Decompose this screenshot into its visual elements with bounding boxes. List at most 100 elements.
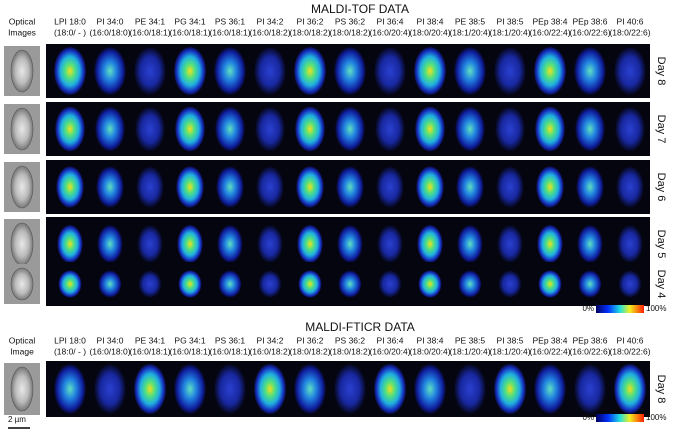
column-composition: (18:0/18:2) bbox=[289, 346, 330, 356]
ms-image bbox=[294, 364, 326, 414]
column-name: PE 34:1 bbox=[135, 16, 166, 26]
ms-image bbox=[214, 364, 246, 414]
optical-label: Optical bbox=[9, 16, 36, 26]
ms-image bbox=[54, 364, 86, 414]
column-composition: (18:1/20:4) bbox=[489, 27, 530, 37]
column-composition: (18:1/20:4) bbox=[489, 346, 530, 356]
ms-image bbox=[374, 47, 406, 95]
column-name: PI 36:2 bbox=[297, 335, 324, 345]
ms-image bbox=[296, 166, 324, 208]
panel-title: MALDI-FTICR DATA bbox=[305, 320, 415, 334]
ms-image bbox=[496, 166, 524, 208]
ms-image bbox=[135, 106, 165, 152]
column-composition: (16:0/22:6) bbox=[569, 27, 610, 37]
column-composition: (18:0/ - ) bbox=[54, 27, 86, 37]
ms-image bbox=[574, 47, 606, 95]
column-name: PE 38:5 bbox=[455, 16, 486, 26]
ms-image bbox=[534, 47, 566, 95]
optical-label: Images bbox=[8, 27, 36, 37]
column-name: PI 38:5 bbox=[497, 16, 524, 26]
column-name: PE 38:5 bbox=[455, 335, 486, 345]
column-name: PS 36:1 bbox=[215, 335, 246, 345]
panel-title: MALDI-TOF DATA bbox=[311, 2, 409, 16]
ms-image bbox=[614, 47, 646, 95]
ms-image bbox=[254, 47, 286, 95]
ms-image bbox=[177, 225, 203, 263]
ms-image bbox=[374, 364, 406, 414]
optical-tissue bbox=[10, 107, 34, 151]
colorbar-max: 100% bbox=[646, 413, 666, 422]
row-label: Day 8 bbox=[655, 57, 667, 86]
ms-image bbox=[338, 270, 362, 298]
ms-image bbox=[456, 166, 484, 208]
column-composition: (16:0/18:1) bbox=[169, 27, 210, 37]
ms-image bbox=[617, 225, 643, 263]
column-name: PI 38:4 bbox=[417, 16, 444, 26]
ms-image bbox=[494, 364, 526, 414]
ms-image bbox=[217, 225, 243, 263]
ms-image bbox=[614, 364, 646, 414]
column-name: PEp 38:6 bbox=[573, 335, 608, 345]
column-name: PI 34:2 bbox=[257, 335, 284, 345]
ms-image bbox=[538, 270, 562, 298]
column-composition: (18:0/18:2) bbox=[289, 27, 330, 37]
column-composition: (16:0/18:2) bbox=[249, 346, 290, 356]
ms-image bbox=[96, 166, 124, 208]
ms-image bbox=[454, 47, 486, 95]
ms-image bbox=[574, 364, 606, 414]
optical-tissue bbox=[10, 165, 34, 209]
ms-image bbox=[94, 47, 126, 95]
ms-image bbox=[414, 364, 446, 414]
ms-image bbox=[58, 270, 82, 298]
ms-image bbox=[98, 270, 122, 298]
ms-image bbox=[56, 166, 84, 208]
ms-image bbox=[134, 364, 166, 414]
column-name: PI 34:2 bbox=[257, 16, 284, 26]
ms-image bbox=[57, 225, 83, 263]
ms-image bbox=[575, 106, 605, 152]
ms-image bbox=[254, 364, 286, 414]
ms-image bbox=[454, 364, 486, 414]
ms-image bbox=[535, 106, 565, 152]
column-name: PI 34:0 bbox=[97, 335, 124, 345]
row-label: Day 6 bbox=[655, 173, 667, 202]
column-composition: (16:0/18:2) bbox=[249, 27, 290, 37]
column-composition: (16:0/18:1) bbox=[129, 346, 170, 356]
ms-image bbox=[175, 106, 205, 152]
column-name: PG 34:1 bbox=[174, 335, 205, 345]
column-name: PEp 38:4 bbox=[533, 16, 568, 26]
ms-image bbox=[416, 166, 444, 208]
optical-label: Optical bbox=[9, 335, 36, 345]
ms-image bbox=[377, 225, 403, 263]
column-composition: (18:0/20:4) bbox=[409, 27, 450, 37]
colorbar-min: 0% bbox=[582, 413, 594, 422]
column-composition: (16:0/18:1) bbox=[209, 346, 250, 356]
column-name: PI 34:0 bbox=[97, 16, 124, 26]
column-composition: (18:0/18:2) bbox=[329, 27, 370, 37]
column-composition: (18:0/ - ) bbox=[54, 346, 86, 356]
column-composition: (18:1/20:4) bbox=[449, 27, 490, 37]
column-composition: (16:0/22:6) bbox=[569, 346, 610, 356]
ms-image bbox=[336, 166, 364, 208]
column-name: PI 40:6 bbox=[617, 335, 644, 345]
column-name: PI 36:4 bbox=[377, 16, 404, 26]
column-name: PS 36:2 bbox=[335, 335, 366, 345]
ms-image bbox=[537, 225, 563, 263]
ms-image bbox=[94, 364, 126, 414]
column-composition: (16:0/18:0) bbox=[89, 27, 130, 37]
ms-image bbox=[176, 166, 204, 208]
ms-image bbox=[497, 225, 523, 263]
row-label: Day 4 bbox=[655, 270, 667, 299]
column-name: PI 38:5 bbox=[497, 335, 524, 345]
ms-image bbox=[415, 106, 445, 152]
column-composition: (16:0/22:4) bbox=[529, 27, 570, 37]
ms-image bbox=[578, 270, 602, 298]
optical-tissue bbox=[10, 49, 34, 93]
optical-tissue bbox=[10, 366, 34, 412]
ms-image bbox=[618, 270, 642, 298]
ms-image bbox=[577, 225, 603, 263]
optical-label: Image bbox=[10, 346, 34, 356]
ms-image bbox=[337, 225, 363, 263]
